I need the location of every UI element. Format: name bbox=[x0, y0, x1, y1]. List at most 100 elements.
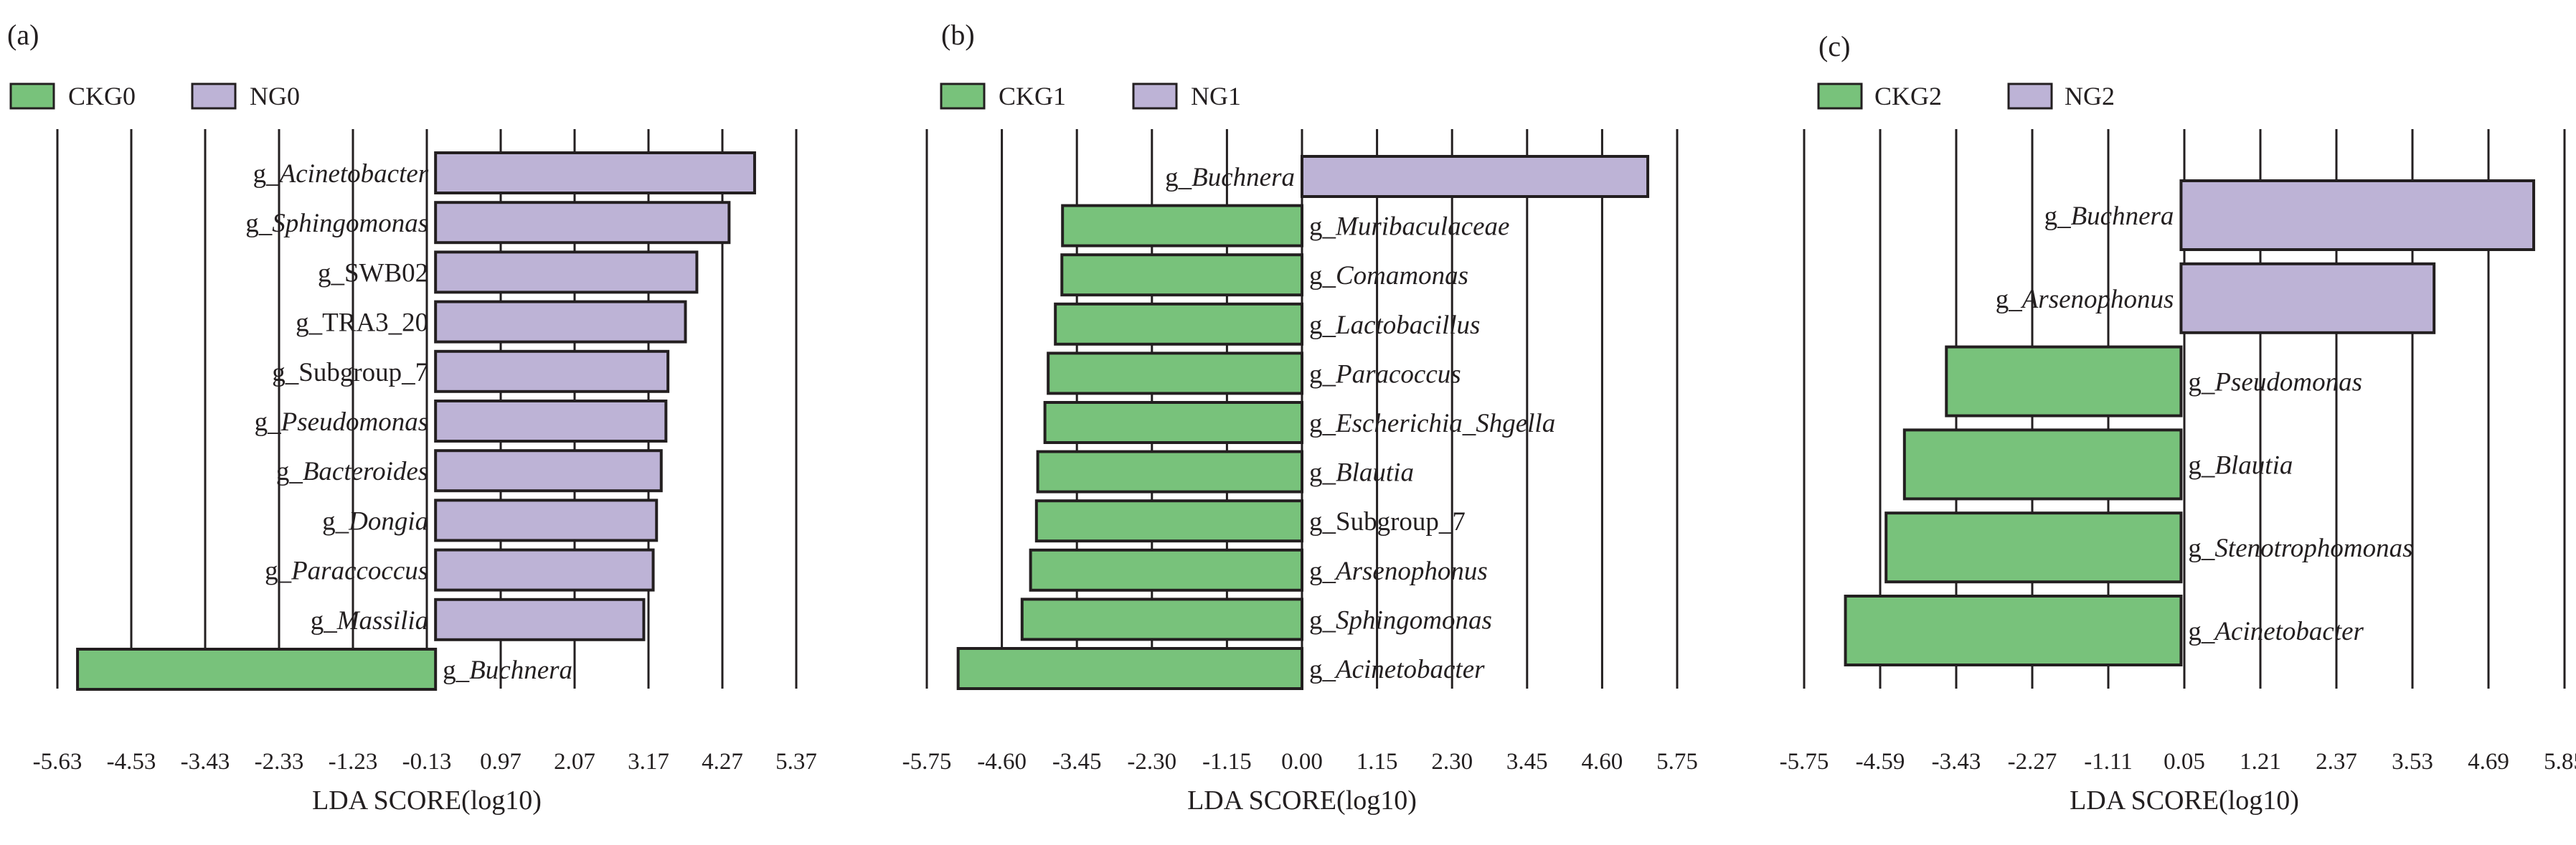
bar-label: g_Sphingomonas bbox=[1309, 605, 1492, 635]
x-tick-label: -2.27 bbox=[2008, 749, 2057, 775]
bars: g_Acinetobacter g_Sphingomonas g_SWB02 g_TR… bbox=[76, 151, 756, 691]
bar-label: g_Buchnera bbox=[2044, 202, 2174, 231]
bar-label: g_Arsenophonus bbox=[1996, 285, 2174, 314]
bar-label: g_Sphingomonas bbox=[245, 209, 428, 238]
bar bbox=[434, 548, 655, 592]
bar-label: g_Bacteroides bbox=[276, 457, 428, 486]
bar bbox=[434, 151, 756, 194]
x-tick-label: 5.37 bbox=[775, 749, 817, 775]
x-tick-label: 0.97 bbox=[480, 749, 522, 775]
x-tick-label: 4.69 bbox=[2468, 749, 2509, 775]
x-tick-label: -2.33 bbox=[255, 749, 304, 775]
bar bbox=[1043, 401, 1304, 444]
panel-a: (a) CKG0 NG0 g_Acinetobacter g_Sphingomon… bbox=[7, 19, 817, 816]
bar bbox=[434, 201, 731, 245]
bar bbox=[2179, 179, 2536, 251]
legend-label-ng: NG2 bbox=[2065, 82, 2115, 110]
x-tick-label: -4.60 bbox=[977, 749, 1027, 775]
bar-label: g_Acinetobacter bbox=[1309, 655, 1485, 684]
bar-label: g_Buchnera bbox=[1165, 163, 1295, 192]
bar bbox=[434, 400, 668, 443]
bar bbox=[1844, 595, 2183, 666]
bar-label: g_Subgroup_7 bbox=[272, 358, 428, 387]
bar bbox=[434, 499, 659, 542]
x-tick-label: -5.63 bbox=[33, 749, 82, 775]
x-tick-label: -4.59 bbox=[1856, 749, 1905, 775]
panel-label: (c) bbox=[1818, 30, 1850, 62]
x-axis-label: LDA SCORE(log10) bbox=[1187, 785, 1417, 816]
x-tick-label: -0.13 bbox=[402, 749, 452, 775]
panel-c: (c) CKG2 NG2 g_Buchnera g_Arsenophonus g_P… bbox=[1780, 30, 2576, 816]
bar bbox=[1036, 450, 1303, 494]
bar-label: g_Acinetobacter bbox=[253, 159, 429, 189]
x-tick-label: -5.75 bbox=[1780, 749, 1829, 775]
bar bbox=[434, 449, 663, 493]
x-tick-label: -5.75 bbox=[902, 749, 952, 775]
x-tick-label: 5.85 bbox=[2544, 749, 2576, 775]
bar bbox=[1034, 499, 1304, 543]
bar-label: g_Muribaculaceae bbox=[1309, 212, 1509, 242]
x-tick-label: -2.30 bbox=[1127, 749, 1176, 775]
legend-label-ckg: CKG2 bbox=[1874, 82, 1942, 110]
x-tick-label: 4.27 bbox=[702, 749, 743, 775]
legend-label-ng: NG1 bbox=[1191, 82, 1241, 110]
bar-label: g_TRA3_20 bbox=[296, 308, 428, 338]
bar bbox=[1054, 302, 1303, 346]
x-tick-label: -3.43 bbox=[1932, 749, 1981, 775]
bar bbox=[434, 250, 699, 294]
bar bbox=[2179, 262, 2436, 334]
legend-label-ckg: CKG0 bbox=[68, 82, 136, 110]
bar bbox=[1060, 253, 1304, 297]
bar-label: g_SWB02 bbox=[318, 258, 428, 288]
x-axis-ticks: -5.75 -4.60 -3.45 -2.30 -1.15 0.00 1.15 2.30 3.4… bbox=[902, 749, 1698, 775]
x-tick-label: 3.17 bbox=[628, 749, 669, 775]
x-tick-label: -3.45 bbox=[1052, 749, 1102, 775]
x-tick-label: 1.21 bbox=[2240, 749, 2281, 775]
x-tick-label: 5.75 bbox=[1656, 749, 1698, 775]
bar-label: g_Subgroup_7 bbox=[1309, 507, 1466, 537]
panel-label: (b) bbox=[941, 19, 975, 51]
x-tick-label: 3.53 bbox=[2392, 749, 2433, 775]
bar-label: g_Paracoccus bbox=[1309, 359, 1461, 389]
bar bbox=[1884, 511, 2183, 584]
legend-swatch-ckg bbox=[940, 82, 986, 110]
bars: g_Buchnera g_Muribaculaceae g_Comamonas g_L… bbox=[956, 155, 1650, 690]
x-axis-ticks: -5.75 -4.59 -3.43 -2.27 -1.11 0.05 1.21 2.37 3.5… bbox=[1780, 749, 2576, 775]
bar-label: g_Stenotrophomonas bbox=[2188, 534, 2412, 563]
legend-swatch-ng bbox=[2007, 82, 2053, 110]
legend-swatch-ng bbox=[191, 82, 237, 110]
x-tick-label: -4.53 bbox=[107, 749, 156, 775]
bar-label: g_Buchnera bbox=[443, 656, 572, 685]
x-tick-label: 2.07 bbox=[554, 749, 595, 775]
x-axis-label: LDA SCORE(log10) bbox=[312, 785, 542, 816]
bar-label: g_Lactobacillus bbox=[1309, 311, 1480, 340]
x-tick-label: 0.05 bbox=[2164, 749, 2205, 775]
bar bbox=[1047, 351, 1303, 395]
legend-swatch-ckg bbox=[1817, 82, 1863, 110]
x-tick-label: 3.45 bbox=[1506, 749, 1548, 775]
x-axis-ticks: -5.63 -4.53 -3.43 -2.33 -1.23 -0.13 0.97 2.07 3.… bbox=[33, 749, 817, 775]
bar-label: g_Blautia bbox=[2188, 450, 2293, 480]
bar-label: g_Massilia bbox=[311, 606, 428, 636]
legend-swatch-ckg bbox=[9, 82, 55, 110]
bar bbox=[1902, 428, 2183, 501]
bar-label: g_Blautia bbox=[1309, 458, 1414, 488]
x-tick-label: 0.00 bbox=[1281, 749, 1323, 775]
bars: g_Buchnera g_Arsenophonus g_Pseudomonas g_B… bbox=[1844, 179, 2536, 666]
bar-label: g_Pseudomonas bbox=[255, 407, 429, 437]
bar-label: g_Arsenophonus bbox=[1309, 557, 1488, 586]
panel-label: (a) bbox=[7, 19, 39, 51]
x-tick-label: 4.60 bbox=[1582, 749, 1623, 775]
x-axis-label: LDA SCORE(log10) bbox=[2070, 785, 2299, 816]
bar bbox=[1301, 155, 1650, 198]
bar-label: g_Escherichia_Shgella bbox=[1309, 409, 1555, 438]
x-tick-label: -1.15 bbox=[1202, 749, 1252, 775]
bar bbox=[1020, 598, 1303, 641]
bar bbox=[76, 648, 438, 691]
x-tick-label: -3.43 bbox=[181, 749, 230, 775]
legend-label-ng: NG0 bbox=[250, 82, 300, 110]
bar-label: g_Pseudomonas bbox=[2188, 368, 2362, 397]
x-tick-label: 2.37 bbox=[2316, 749, 2357, 775]
bar-label: g_Dongia bbox=[322, 506, 428, 536]
